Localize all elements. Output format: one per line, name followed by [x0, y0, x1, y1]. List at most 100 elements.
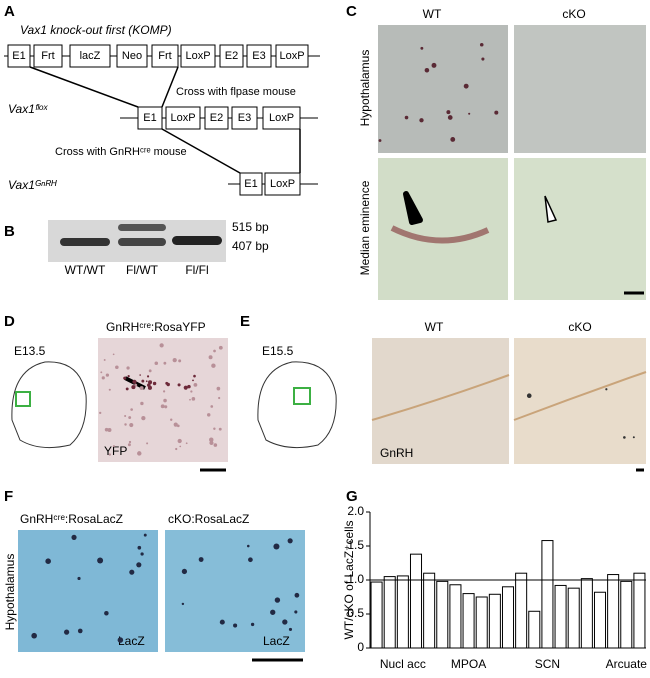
gene-label: LoxP [270, 178, 295, 190]
cell [163, 361, 167, 365]
cell [177, 438, 182, 444]
cell [147, 385, 152, 390]
y-tick-label: 1.5 [347, 538, 364, 552]
embryo-sketch [257, 361, 337, 449]
bar [409, 553, 423, 649]
cell [99, 411, 102, 415]
cell [218, 345, 223, 350]
cell [160, 404, 165, 409]
gel-band [118, 224, 166, 231]
panel-letter: E [240, 313, 250, 330]
gene-box [219, 44, 244, 68]
panel-title: GnRHᶜʳᵉ:RosaYFP [106, 320, 206, 334]
cell [117, 637, 124, 643]
column-label: GnRHᶜʳᵉ:RosaLacZ [20, 512, 123, 526]
column-label: WT [425, 320, 444, 334]
cell [71, 534, 77, 540]
x-tick-label: MPOA [451, 657, 486, 671]
allele-label: Vax1ᴳⁿᴿᴴ [8, 178, 58, 192]
cell [129, 422, 134, 428]
cell [100, 371, 103, 374]
cell [419, 118, 424, 123]
cell [189, 398, 191, 401]
gene-box [137, 106, 163, 130]
gene-box [33, 44, 63, 68]
cell [250, 622, 255, 627]
cell [141, 379, 145, 383]
cell [159, 343, 164, 348]
cross-line [29, 66, 139, 108]
stain-label: YFP [104, 444, 127, 458]
gene-label: E3 [238, 112, 251, 124]
region-box [293, 387, 311, 405]
cell [140, 401, 144, 406]
panel-letter: G [346, 488, 358, 505]
cell [172, 358, 177, 363]
gene-label: E1 [244, 178, 257, 190]
cell [177, 383, 181, 387]
bar [396, 575, 409, 649]
cell [632, 436, 635, 439]
y-tick-label: 0.5 [347, 606, 364, 620]
cell [101, 376, 105, 380]
cell [193, 374, 196, 378]
panel-letter: F [4, 488, 13, 505]
stage-label: E13.5 [14, 344, 46, 358]
cell [125, 387, 129, 391]
cell [123, 376, 127, 380]
micrograph [165, 530, 305, 652]
cell [127, 375, 130, 378]
cell [208, 355, 213, 360]
micrograph [372, 338, 509, 464]
cell [128, 416, 132, 419]
cell [134, 383, 138, 387]
cell [623, 436, 626, 439]
gene-label: E2 [225, 50, 238, 62]
stain-label: GnRH [380, 446, 413, 460]
gene-box [151, 44, 179, 68]
cell [148, 380, 153, 385]
cell [193, 382, 198, 387]
panel-letter: A [4, 3, 15, 20]
micrograph [98, 338, 228, 462]
y-tick-label: 1.0 [347, 572, 364, 586]
cell [248, 557, 253, 563]
lane-label: Fl/WT [126, 263, 159, 277]
panel-letter: D [4, 313, 15, 330]
cell [190, 390, 193, 393]
cell [112, 445, 115, 448]
cell [173, 422, 178, 427]
bar [501, 586, 515, 649]
gene-label: LoxP [170, 112, 195, 124]
cell [481, 57, 485, 61]
band-size: 515 bp [232, 220, 269, 234]
gene-label: E1 [12, 50, 25, 62]
bar [620, 580, 633, 649]
cell [420, 46, 424, 50]
gene-label: LoxP [185, 50, 210, 62]
cell [104, 610, 109, 616]
gene-label: Frt [41, 50, 54, 62]
construct-title: Vax1 knock-out first (KOMP) [20, 23, 172, 37]
embryo-sketch [11, 361, 87, 449]
gene-box [264, 172, 301, 196]
stain-label: LacZ [118, 634, 145, 648]
micrograph [514, 158, 646, 300]
bar [607, 574, 620, 649]
bar [383, 576, 396, 649]
cell [108, 453, 111, 456]
gene-box [7, 44, 31, 68]
lane-label: WT/WT [65, 263, 106, 277]
cell [77, 576, 81, 581]
cell [187, 384, 191, 389]
cell [145, 380, 148, 383]
cell [115, 365, 119, 370]
micrograph [514, 338, 646, 464]
cell [526, 393, 532, 399]
bar [423, 572, 436, 649]
cell [137, 545, 142, 550]
cell [107, 428, 112, 433]
column-label: cKO [568, 320, 591, 334]
gene-label: E3 [252, 50, 265, 62]
